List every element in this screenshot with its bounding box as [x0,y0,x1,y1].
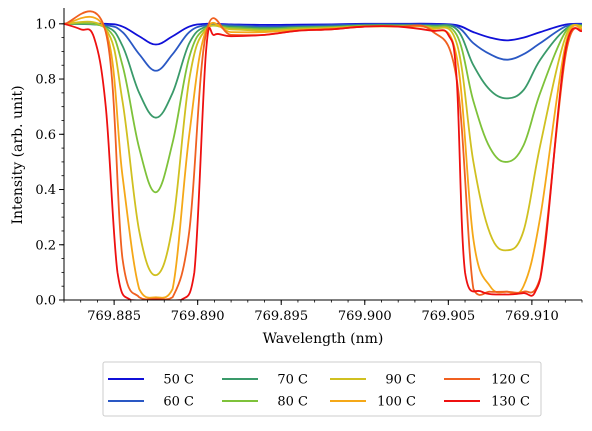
series-layer [64,10,582,300]
legend-label: 50 C [163,373,194,388]
y-tick-label: 0.8 [35,73,56,88]
x-tick-label: 769.885 [87,309,141,324]
legend: 50 C 60 C 70 C 80 C 90 C 100 C 120 C 130 C [102,361,542,417]
legend-box [102,361,542,417]
legend-label: 130 C [491,395,530,410]
series-line-130-c [64,22,582,300]
axes-layer: 769.885 769.890 769.895 769.900 769.905 769.9… [35,8,583,324]
x-tick-label: 769.905 [421,309,475,324]
series-line-80-c [64,22,582,194]
x-tick-label: 769.900 [338,309,392,324]
y-tick-label: 1.0 [35,17,56,32]
y-tick-label: 0.4 [35,183,56,198]
y-axis-label: Intensity (arb. unit) [10,85,26,224]
y-tick-label: 0.6 [35,128,56,143]
series-line-60-c [64,22,582,72]
y-tick-label: 0.0 [35,294,56,309]
legend-label: 90 C [385,373,416,388]
x-tick-label: 769.895 [254,309,308,324]
legend-label: 80 C [277,395,308,410]
legend-label: 120 C [491,373,530,388]
x-axis-label: Wavelength (nm) [263,331,384,347]
legend-label: 100 C [377,395,416,410]
y-tick-label: 0.2 [35,238,56,253]
x-tick-label: 769.890 [171,309,225,324]
legend-label: 60 C [163,395,194,410]
x-tick-label: 769.910 [505,309,559,324]
legend-label: 70 C [277,373,308,388]
